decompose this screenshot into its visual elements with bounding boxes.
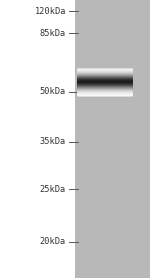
Text: 85kDa: 85kDa	[40, 29, 66, 38]
Text: 50kDa: 50kDa	[40, 87, 66, 96]
Text: 25kDa: 25kDa	[40, 185, 66, 193]
Bar	[75, 0, 150, 278]
Text: 20kDa: 20kDa	[40, 237, 66, 246]
Text: 35kDa: 35kDa	[40, 137, 66, 146]
Text: 120kDa: 120kDa	[34, 7, 66, 16]
